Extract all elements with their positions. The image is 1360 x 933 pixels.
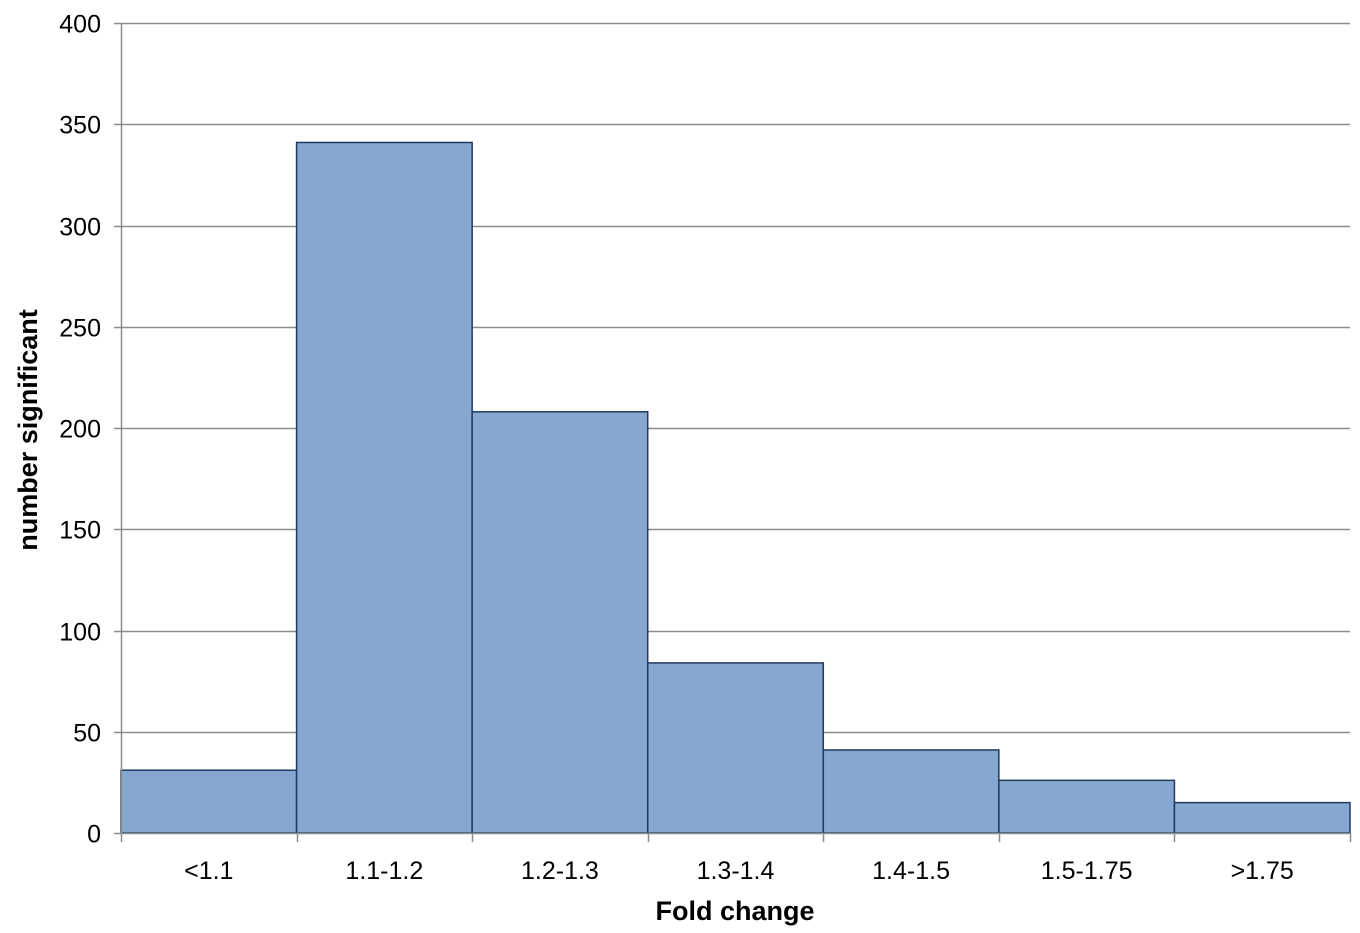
x-tick-label: 1.5-1.75 bbox=[1041, 857, 1133, 885]
bar bbox=[471, 411, 649, 834]
y-tick-label: 100 bbox=[59, 619, 101, 647]
y-tick-label: 350 bbox=[59, 112, 101, 140]
x-tick-label: 1.1-1.2 bbox=[345, 857, 423, 885]
y-tick-labels: 0 50 100 150 200 250 300 350 400 bbox=[59, 11, 101, 849]
bar bbox=[822, 749, 1000, 834]
x-tick-label: 1.3-1.4 bbox=[697, 857, 775, 885]
y-tick-label: 150 bbox=[59, 517, 101, 545]
y-axis-title: number significant bbox=[13, 309, 43, 551]
x-tick-label: 1.4-1.5 bbox=[872, 857, 950, 885]
axes bbox=[114, 22, 1352, 842]
y-tick-label: 200 bbox=[59, 416, 101, 444]
y-tick-label: 50 bbox=[73, 720, 101, 748]
y-tick-label: 0 bbox=[87, 821, 101, 849]
bar bbox=[120, 769, 298, 834]
bar bbox=[998, 779, 1176, 834]
y-tick-label: 400 bbox=[59, 11, 101, 39]
bar bbox=[295, 141, 473, 834]
bar bbox=[1173, 801, 1351, 834]
x-tick-labels: <1.1 1.1-1.2 1.2-1.3 1.3-1.4 1.4-1.5 1.5-1.75… bbox=[184, 857, 1294, 885]
x-axis-title: Fold change bbox=[655, 896, 814, 926]
x-tick-label: 1.2-1.3 bbox=[521, 857, 599, 885]
y-tick-label: 250 bbox=[59, 315, 101, 343]
x-tick-label: <1.1 bbox=[184, 857, 233, 885]
bar bbox=[646, 662, 825, 834]
bars bbox=[120, 141, 1351, 834]
x-tick-label: >1.75 bbox=[1231, 857, 1294, 885]
y-tick-label: 300 bbox=[59, 214, 101, 242]
